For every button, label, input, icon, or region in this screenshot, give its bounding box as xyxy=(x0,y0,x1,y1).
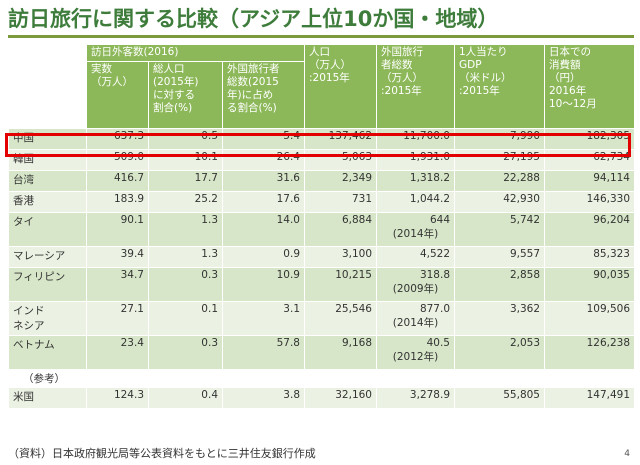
visitors-cell: 183.9 xyxy=(86,191,149,213)
outbound-travelers-cell: 1,318.2 xyxy=(376,170,455,192)
share-population-cell: 0.3 xyxy=(148,267,223,302)
share-travelers-cell: 0.9 xyxy=(222,246,305,268)
share-population-cell: 1.3 xyxy=(148,246,223,268)
share-population-cell: 0.1 xyxy=(148,301,223,336)
china-row-highlight xyxy=(5,133,631,157)
table-row: ベトナム 23.4 0.3 57.8 9,168 40.5 (2012年) 2,053 126,… xyxy=(8,335,635,370)
country-cell: 米国 xyxy=(8,387,87,409)
header-share-of-travelers: 外国旅行者 総数(2015 年)に占め る割合(%) xyxy=(222,61,305,129)
year-note: (2014年) xyxy=(392,228,439,240)
gdp-cell: 2,053 xyxy=(454,335,545,370)
gdp-cell: 3,362 xyxy=(454,301,545,336)
visitors-cell: 34.7 xyxy=(86,267,149,302)
population-cell: 731 xyxy=(304,191,377,213)
table-row: インド ネシア 27.1 0.1 3.1 25,546 877.0 (2014年) 3,362… xyxy=(8,301,635,336)
outbound-travelers-cell: 4,522 xyxy=(376,246,455,268)
outbound-travelers-cell: 644 (2014年) xyxy=(376,212,455,247)
year-note: (2009年) xyxy=(392,283,439,295)
country-cell: 台湾 xyxy=(8,170,87,192)
spending-cell: 147,491 xyxy=(544,387,635,409)
gdp-cell: 42,930 xyxy=(454,191,545,213)
country-cell: フィリピン xyxy=(8,267,87,302)
country-cell: 香港 xyxy=(8,191,87,213)
country-cell: インド ネシア xyxy=(8,301,87,336)
share-population-cell: 17.7 xyxy=(148,170,223,192)
reference-label-row: （参考） xyxy=(8,369,635,388)
table-row: タイ 90.1 1.3 14.0 6,884 644 (2014年) 5,742 96,204 xyxy=(8,212,635,247)
page-title: 訪日旅行に関する比較（アジア上位10か国・地域） xyxy=(8,7,499,31)
outbound-travelers-cell: 877.0 (2014年) xyxy=(376,301,455,336)
visitors-cell: 416.7 xyxy=(86,170,149,192)
visitors-cell: 27.1 xyxy=(86,301,149,336)
share-travelers-cell: 57.8 xyxy=(222,335,305,370)
spending-cell: 94,114 xyxy=(544,170,635,192)
population-cell: 3,100 xyxy=(304,246,377,268)
population-cell: 32,160 xyxy=(304,387,377,409)
spending-cell: 85,323 xyxy=(544,246,635,268)
table-row: マレーシア 39.4 1.3 0.9 3,100 4,522 9,557 85,323 xyxy=(8,246,635,268)
header-share-of-population: 総人口 (2015年) に対する 割合(%) xyxy=(148,61,223,129)
population-cell: 10,215 xyxy=(304,267,377,302)
visitors-cell: 23.4 xyxy=(86,335,149,370)
spending-cell: 126,238 xyxy=(544,335,635,370)
page-number: 4 xyxy=(624,449,630,459)
share-population-cell: 1.3 xyxy=(148,212,223,247)
gdp-cell: 55,805 xyxy=(454,387,545,409)
gdp-cell: 5,742 xyxy=(454,212,545,247)
spending-cell: 109,506 xyxy=(544,301,635,336)
header-spending-in-japan: 日本での 消費額 （円） 2016年 10〜12月 xyxy=(544,44,635,129)
share-population-cell: 0.3 xyxy=(148,335,223,370)
share-travelers-cell: 3.8 xyxy=(222,387,305,409)
header-corner xyxy=(8,44,87,129)
header-gdp-per-capita: 1人当たり GDP （米ドル） :2015年 xyxy=(454,44,545,129)
country-cell: マレーシア xyxy=(8,246,87,268)
gdp-cell: 22,288 xyxy=(454,170,545,192)
visitors-cell: 39.4 xyxy=(86,246,149,268)
header-population: 人口 （万人） :2015年 xyxy=(304,44,377,129)
spending-cell: 146,330 xyxy=(544,191,635,213)
year-note: (2012年) xyxy=(392,351,439,363)
table-row: 台湾 416.7 17.7 31.6 2,349 1,318.2 22,288 94,114 xyxy=(8,170,635,192)
table-row: 香港 183.9 25.2 17.6 731 1,044.2 42,930 146,330 xyxy=(8,191,635,213)
spending-cell: 96,204 xyxy=(544,212,635,247)
country-cell: タイ xyxy=(8,212,87,247)
outbound-travelers-cell: 40.5 (2012年) xyxy=(376,335,455,370)
country-cell: ベトナム xyxy=(8,335,87,370)
gdp-cell: 9,557 xyxy=(454,246,545,268)
visitors-cell: 124.3 xyxy=(86,387,149,409)
year-note: (2014年) xyxy=(392,317,439,329)
outbound-travelers-cell: 3,278.9 xyxy=(376,387,455,409)
population-cell: 2,349 xyxy=(304,170,377,192)
outbound-travelers-cell: 1,044.2 xyxy=(376,191,455,213)
visitors-cell: 90.1 xyxy=(86,212,149,247)
comparison-table: 訪日外客数(2016) 人口 （万人） :2015年 外国旅行 者総数 （万人）… xyxy=(8,44,635,409)
table-row: フィリピン 34.7 0.3 10.9 10,215 318.8 (2009年) 2,858 9… xyxy=(8,267,635,302)
share-travelers-cell: 17.6 xyxy=(222,191,305,213)
header-visitor-count: 実数 （万人） xyxy=(86,61,149,129)
spending-cell: 90,035 xyxy=(544,267,635,302)
outbound-travelers-cell: 318.8 (2009年) xyxy=(376,267,455,302)
share-travelers-cell: 10.9 xyxy=(222,267,305,302)
title-underline xyxy=(8,35,634,38)
reference-label: （参考） xyxy=(8,369,635,388)
source-note: （資料）日本政府観光局等公表資料をもとに三井住友銀行作成 xyxy=(8,447,316,460)
share-population-cell: 0.4 xyxy=(148,387,223,409)
share-travelers-cell: 14.0 xyxy=(222,212,305,247)
share-population-cell: 25.2 xyxy=(148,191,223,213)
population-cell: 6,884 xyxy=(304,212,377,247)
header-outbound-travelers: 外国旅行 者総数 （万人） :2015年 xyxy=(376,44,455,129)
population-cell: 25,546 xyxy=(304,301,377,336)
share-travelers-cell: 31.6 xyxy=(222,170,305,192)
share-travelers-cell: 3.1 xyxy=(222,301,305,336)
table-row: 米国 124.3 0.4 3.8 32,160 3,278.9 55,805 147,491 xyxy=(8,387,635,409)
gdp-cell: 2,858 xyxy=(454,267,545,302)
population-cell: 9,168 xyxy=(304,335,377,370)
header-group-visitors: 訪日外客数(2016) xyxy=(86,44,305,62)
